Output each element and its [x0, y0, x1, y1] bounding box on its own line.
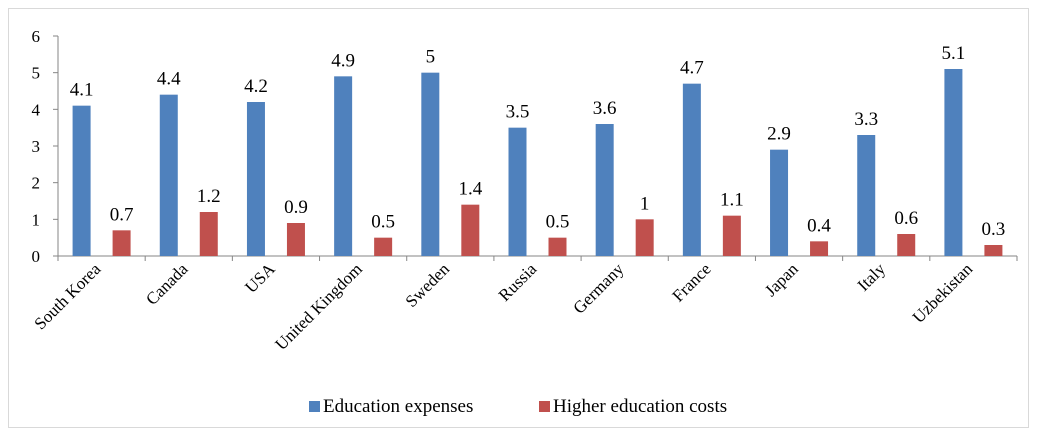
data-label: 2.9	[767, 124, 791, 145]
data-label: 4.1	[70, 80, 94, 101]
bar-higher-education-costs	[112, 230, 131, 256]
bar-education-expenses	[334, 76, 353, 256]
category-label: Uzbekistan	[909, 259, 977, 327]
data-label: 5.1	[942, 43, 966, 64]
y-tick-label: 3	[32, 137, 41, 156]
y-tick-label: 1	[32, 210, 41, 229]
y-tick-label: 2	[32, 174, 41, 193]
data-label: 4.7	[680, 58, 704, 79]
bar-higher-education-costs	[984, 245, 1003, 256]
y-tick-label: 6	[32, 27, 41, 46]
legend-swatch-higher-education-costs	[539, 401, 550, 412]
legend: Education expenses Higher education costs	[309, 396, 727, 417]
data-label: 0.4	[807, 215, 831, 236]
data-label: 0.9	[284, 197, 308, 218]
bar-education-expenses	[159, 94, 178, 257]
data-label: 1.4	[458, 179, 482, 200]
bar-higher-education-costs	[635, 219, 654, 256]
bar-higher-education-costs	[199, 212, 218, 256]
bar-higher-education-costs	[722, 215, 741, 256]
category-label: South Korea	[31, 259, 105, 333]
data-label: 3.6	[593, 98, 617, 119]
y-tick-label: 4	[32, 100, 41, 119]
bar-higher-education-costs	[810, 241, 829, 256]
legend-label: Education expenses	[323, 396, 473, 417]
category-label: Russia	[495, 259, 541, 305]
legend-label: Higher education costs	[553, 396, 727, 417]
category-label: Canada	[142, 259, 192, 309]
bar-education-expenses	[770, 149, 789, 256]
bar-education-expenses	[421, 72, 440, 257]
bar-education-expenses	[682, 83, 701, 257]
bar-education-expenses	[857, 135, 876, 256]
category-label: France	[669, 259, 715, 305]
category-label: Germany	[569, 259, 628, 318]
category-label: USA	[241, 259, 279, 297]
axis-layer: 0 1 2 3 4 5 6	[32, 27, 1018, 266]
data-label: 3.3	[854, 109, 878, 130]
data-label: 0.3	[982, 219, 1006, 240]
bar-education-expenses	[944, 69, 963, 256]
data-label: 0.6	[894, 208, 918, 229]
bar-education-expenses	[595, 124, 614, 256]
data-label: 0.7	[110, 204, 134, 225]
category-label: Japan	[761, 259, 802, 300]
data-label: 5	[426, 47, 436, 68]
data-label: 3.5	[506, 102, 530, 123]
category-label: Sweden	[402, 259, 454, 311]
category-label: Italy	[854, 259, 890, 295]
data-label: 1	[640, 193, 650, 214]
data-label: 0.5	[371, 212, 395, 233]
bars-layer	[72, 69, 1003, 257]
bar-education-expenses	[508, 127, 527, 257]
bar-education-expenses	[246, 102, 265, 256]
data-label: 4.2	[244, 76, 268, 97]
data-label: 0.5	[546, 212, 570, 233]
bar-higher-education-costs	[897, 234, 916, 256]
y-tick-label: 0	[32, 247, 41, 266]
y-tick-label: 5	[32, 64, 41, 83]
bar-higher-education-costs	[461, 204, 480, 256]
bar-higher-education-costs	[286, 223, 305, 256]
category-label: United Kingdom	[271, 259, 366, 354]
bar-education-expenses	[72, 105, 91, 257]
data-label: 4.9	[331, 50, 355, 71]
legend-swatch-education-expenses	[309, 401, 320, 412]
data-label: 1.1	[720, 190, 744, 211]
data-label: 1.2	[197, 186, 221, 207]
bar-higher-education-costs	[548, 237, 567, 256]
data-labels-layer: 4.1 0.7 4.4 1.2 4.2 0.9 4.9 0.5 5 1.4 3.5 0.5 3.6 1 4.…	[70, 43, 1006, 240]
data-label: 4.4	[157, 69, 181, 90]
bar-higher-education-costs	[374, 237, 393, 256]
